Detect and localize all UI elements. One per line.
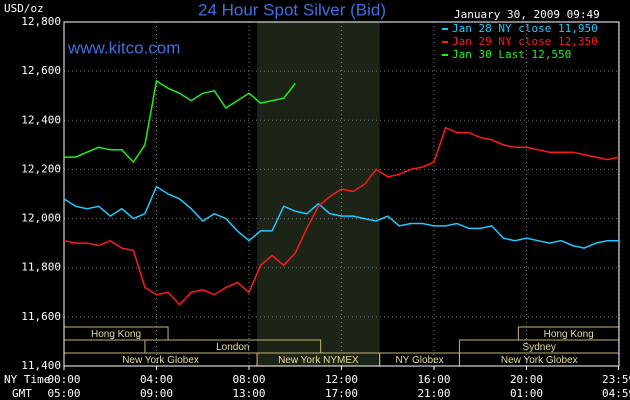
- x2-tick-label: 09:00: [140, 387, 173, 400]
- legend-label: Jan 30 Last 12,550: [452, 48, 571, 61]
- x2-tick-label: 17:00: [325, 387, 358, 400]
- plot-frame: [63, 21, 620, 367]
- series-line: [64, 79, 296, 164]
- x2-tick-label: 04:59: [602, 387, 630, 400]
- x-row-label: GMT: [12, 387, 32, 400]
- x-tick-label: 08:00: [232, 373, 265, 386]
- background-layer: [63, 21, 620, 367]
- y-tick-label: 12,000: [21, 212, 61, 225]
- legend-label: Jan 28 NY close 11,950: [452, 22, 598, 35]
- session-label: New York NYMEX: [278, 355, 359, 366]
- session-label: NY Globex: [395, 355, 443, 366]
- timestamp: January 30, 2009 09:49: [454, 8, 600, 21]
- x-tick-label: 00:00: [47, 373, 80, 386]
- x2-tick-label: 01:00: [510, 387, 543, 400]
- x-row-label: NY Time: [4, 373, 50, 386]
- x-tick-label: 20:00: [510, 373, 543, 386]
- session-label: New York Globex: [501, 355, 578, 366]
- legend-label: Jan 29 NY close 12,350: [452, 35, 598, 48]
- session-label: Hong Kong: [544, 329, 594, 340]
- x2-tick-label: 21:00: [417, 387, 450, 400]
- x-tick-label: 16:00: [417, 373, 450, 386]
- x2-tick-label: 05:00: [47, 387, 80, 400]
- x2-tick-label: 13:00: [232, 387, 265, 400]
- y-tick-label: 12,600: [21, 64, 61, 77]
- site-label: www.kitco.com: [67, 38, 180, 57]
- x-tick-label: 12:00: [325, 373, 358, 386]
- session-label: Sydney: [523, 342, 556, 353]
- y-tick-label: 11,400: [21, 359, 61, 372]
- session-label: London: [216, 342, 249, 353]
- y-tick-label: 12,200: [21, 162, 61, 175]
- session-label: Hong Kong: [91, 329, 141, 340]
- series-line: [63, 126, 620, 306]
- x-tick-label: 04:00: [140, 373, 173, 386]
- session-label: New York Globex: [122, 355, 199, 366]
- series-line: [63, 185, 619, 249]
- x-tick-label: 23:59: [602, 373, 630, 386]
- y-tick-label: 11,600: [21, 310, 61, 323]
- y-tick-label: 11,800: [21, 261, 61, 274]
- y-tick-label: 12,400: [21, 113, 61, 126]
- unit-label: USD/oz: [4, 2, 44, 15]
- session-shade: [257, 22, 380, 366]
- y-tick-label: 12,800: [21, 15, 61, 28]
- chart-title: 24 Hour Spot Silver (Bid): [198, 0, 386, 19]
